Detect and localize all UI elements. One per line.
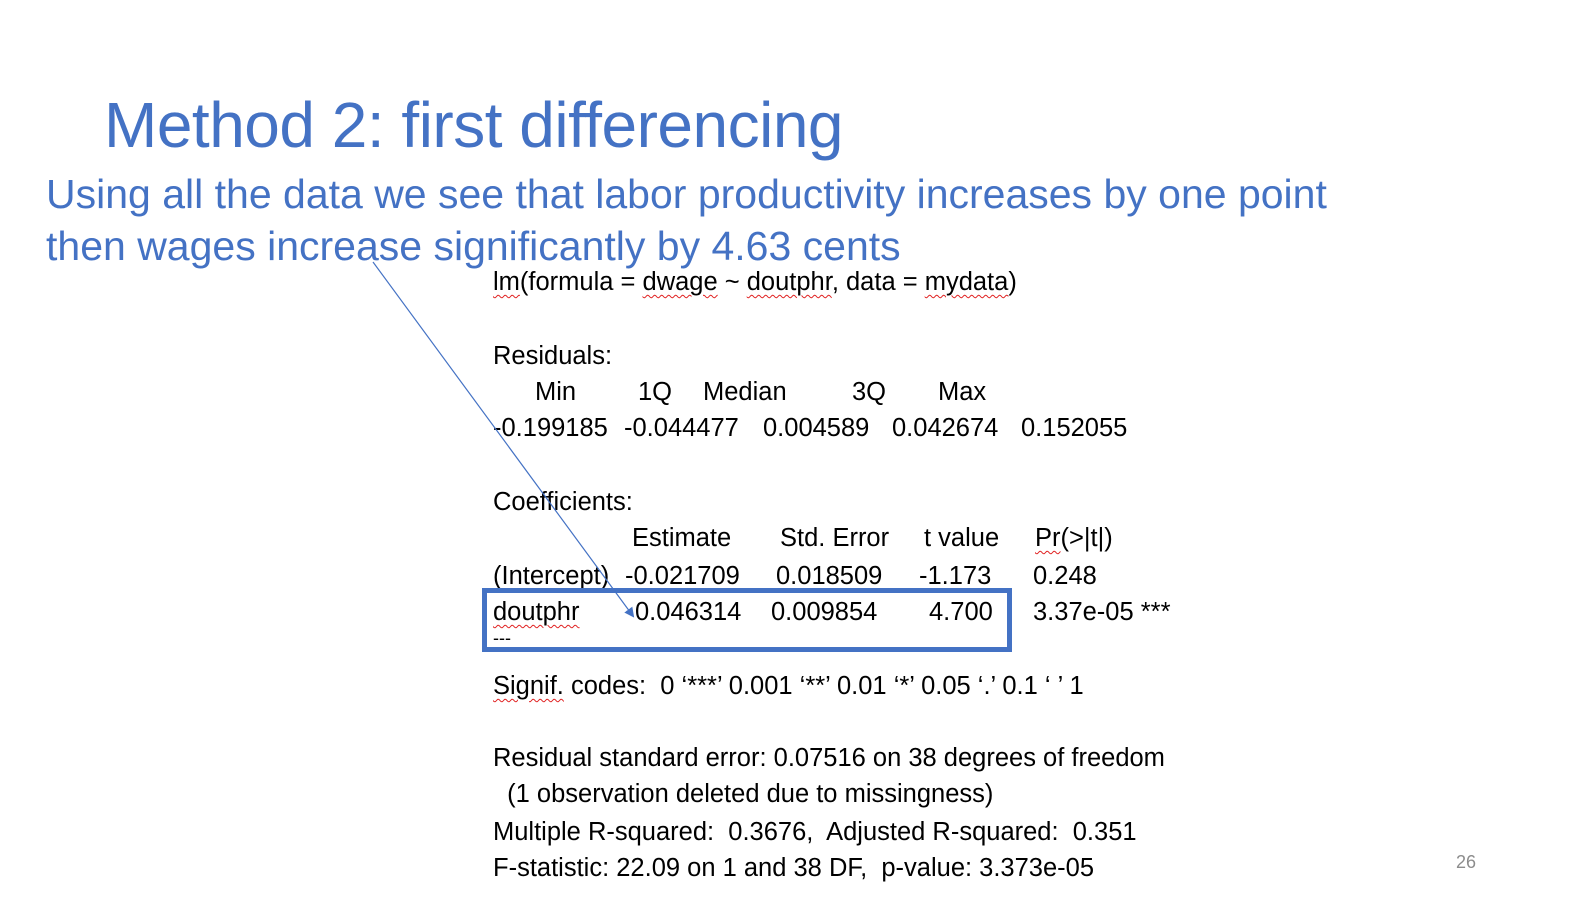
coef-estimate: -0.021709 xyxy=(625,562,740,590)
coef-std-error: 0.009854 xyxy=(771,598,878,626)
r-squared: Multiple R-squared: 0.3676, Adjusted R-s… xyxy=(493,818,1137,846)
coef-column-header: Std. Error xyxy=(780,524,890,552)
signif-rest: codes: 0 ‘***’ 0.001 ‘**’ 0.01 ‘*’ 0.05 … xyxy=(563,672,1084,700)
dwage-word: dwage xyxy=(642,268,718,296)
coef-column-header: t value xyxy=(924,524,1000,552)
pr-word: Pr xyxy=(1035,524,1061,552)
coef-column-header: Estimate xyxy=(632,524,732,552)
coef-t-value: 4.700 xyxy=(929,598,993,626)
residuals-label: Median xyxy=(703,378,787,406)
slide-title: Method 2: first differencing xyxy=(104,89,844,161)
residuals-label: Min xyxy=(535,378,577,406)
residuals-value: 0.152055 xyxy=(1021,414,1128,442)
residual-std-error: Residual standard error: 0.07516 on 38 d… xyxy=(493,744,1165,772)
coef-row-name: (Intercept) xyxy=(493,562,610,590)
residuals-value: 0.042674 xyxy=(892,414,999,442)
subtitle-line-1: Using all the data we see that labor pro… xyxy=(46,171,1327,217)
coef-row-name: doutphr xyxy=(493,598,580,626)
doutphr-highlight-box xyxy=(482,588,1012,652)
separator: --- xyxy=(493,628,511,648)
mydata-word: mydata xyxy=(924,268,1009,296)
lm-call-part: , data = xyxy=(831,268,925,296)
lm-call-part: (formula = xyxy=(519,268,643,296)
coef-estimate: 0.046314 xyxy=(635,598,742,626)
residuals-value: 0.004589 xyxy=(763,414,870,442)
coef-pr: 0.248 xyxy=(1033,562,1097,590)
subtitle-line-2: then wages increase significantly by 4.6… xyxy=(46,223,901,269)
coef-t-value: -1.173 xyxy=(919,562,992,590)
residuals-label: Max xyxy=(938,378,987,406)
residuals-header: Residuals: xyxy=(493,342,613,370)
residuals-value: -0.199185 xyxy=(493,414,608,442)
page-number: 26 xyxy=(1456,852,1477,872)
residuals-label: 1Q xyxy=(638,378,673,406)
residuals-value: -0.044477 xyxy=(624,414,739,442)
f-statistic: F-statistic: 22.09 on 1 and 38 DF, p-val… xyxy=(493,854,1095,882)
doutphr-word: doutphr xyxy=(746,268,832,296)
lm-call-part: ~ xyxy=(717,268,747,296)
signif-codes: Signif. codes: 0 ‘***’ 0.001 ‘**’ 0.01 ‘… xyxy=(493,672,1084,701)
residuals-label: 3Q xyxy=(852,378,887,406)
signif-word: Signif. xyxy=(493,672,564,700)
coef-column-header: Pr(>|t|) xyxy=(1035,524,1113,553)
missingness-note: (1 observation deleted due to missingnes… xyxy=(493,780,994,808)
lm-call-part: ) xyxy=(1008,268,1017,296)
lm-word: lm xyxy=(493,268,520,296)
lm-call-line: lm(formula = dwage ~ doutphr, data = myd… xyxy=(493,268,1017,297)
slide-subtitle: Using all the data we see that labor pro… xyxy=(46,168,1466,272)
coefficients-header: Coefficients: xyxy=(493,488,633,516)
pr-rest: (>|t|) xyxy=(1060,524,1113,552)
coef-pr: 3.37e-05 *** xyxy=(1033,598,1171,626)
coef-std-error: 0.018509 xyxy=(776,562,883,590)
